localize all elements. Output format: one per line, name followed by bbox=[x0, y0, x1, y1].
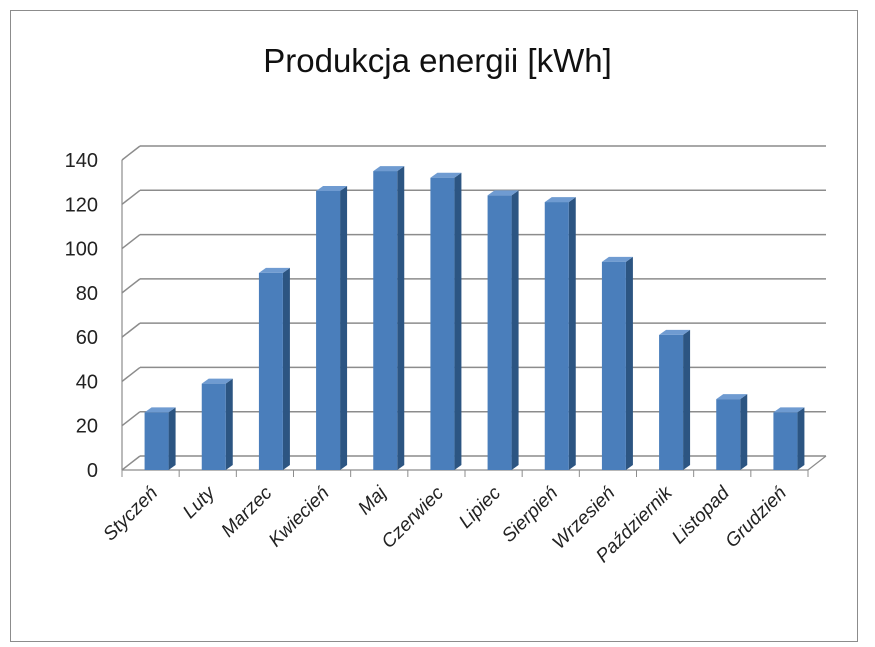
bar-front bbox=[316, 191, 341, 470]
x-tick-label: Kwiecień bbox=[265, 483, 334, 552]
gridline-depth bbox=[121, 366, 141, 383]
bar-front bbox=[373, 171, 398, 471]
bar-side bbox=[568, 197, 576, 471]
bar-front bbox=[601, 261, 626, 470]
x-tick-label: Lipiec bbox=[455, 482, 505, 532]
bar-front bbox=[430, 177, 455, 470]
y-tick-label: 0 bbox=[87, 460, 98, 482]
y-axis-ticks: 0 20 40 60 80 100 120 140 bbox=[65, 150, 98, 482]
bar-front bbox=[487, 195, 512, 470]
x-tick-label: Czerwiec bbox=[378, 482, 448, 552]
bar-top bbox=[144, 407, 176, 413]
x-tick-label: Styczeń bbox=[99, 483, 162, 546]
bar-side bbox=[225, 378, 233, 470]
chart-title: Produkcja energii [kWh] bbox=[263, 42, 612, 79]
bar-front bbox=[716, 399, 741, 470]
bar-front bbox=[773, 412, 798, 470]
y-tick-label: 80 bbox=[76, 283, 98, 305]
bar-side bbox=[740, 394, 748, 470]
bar-side bbox=[511, 190, 519, 470]
bar bbox=[544, 197, 576, 471]
bar-side bbox=[340, 186, 348, 470]
bar-side bbox=[397, 166, 405, 471]
x-tick-label: Grudzień bbox=[722, 483, 791, 552]
bar bbox=[373, 166, 405, 471]
bar bbox=[659, 329, 691, 470]
y-tick-label: 100 bbox=[65, 239, 98, 261]
bar-top bbox=[544, 197, 576, 203]
bar-side bbox=[168, 407, 176, 470]
bar-top bbox=[430, 172, 462, 178]
gridline-depth bbox=[121, 189, 141, 205]
bar bbox=[201, 378, 233, 470]
bar-front bbox=[201, 383, 226, 470]
bar-top bbox=[373, 166, 405, 172]
bar bbox=[144, 407, 176, 470]
bar bbox=[430, 172, 462, 470]
floor-edge bbox=[807, 455, 827, 471]
gridline-depth bbox=[121, 455, 141, 471]
y-tick-label: 20 bbox=[76, 416, 98, 438]
bar-top bbox=[487, 190, 519, 196]
bar-top bbox=[716, 394, 748, 400]
bar-top bbox=[201, 378, 233, 384]
y-tick-label: 40 bbox=[76, 371, 98, 393]
bar-top bbox=[773, 407, 805, 413]
bar bbox=[487, 190, 519, 470]
gridline-depth bbox=[121, 278, 141, 294]
bar-top bbox=[316, 186, 348, 191]
bar-side bbox=[625, 256, 633, 470]
bar-side bbox=[454, 172, 462, 470]
bar bbox=[316, 186, 348, 470]
bar-front bbox=[544, 202, 569, 471]
gridline-depth bbox=[121, 233, 141, 250]
bar-front bbox=[659, 334, 684, 470]
bar bbox=[773, 407, 805, 470]
x-tick-label: Luty bbox=[179, 482, 220, 523]
bar bbox=[716, 394, 748, 470]
y-tick-label: 140 bbox=[65, 150, 98, 172]
gridline-depth bbox=[121, 411, 141, 427]
bar-front bbox=[258, 272, 283, 470]
bar-side bbox=[797, 407, 805, 470]
bar-side bbox=[282, 267, 290, 470]
x-tick-label: Maj bbox=[354, 482, 391, 519]
gridline-depth bbox=[121, 322, 141, 338]
bar-top bbox=[659, 329, 691, 335]
gridline-depth bbox=[121, 145, 141, 161]
bar-front bbox=[144, 412, 169, 470]
y-tick-label: 60 bbox=[76, 327, 98, 349]
bars bbox=[144, 166, 805, 471]
bar bbox=[258, 267, 290, 470]
bar-top bbox=[601, 256, 633, 262]
bar-top bbox=[258, 267, 290, 273]
y-tick-label: 120 bbox=[65, 194, 98, 216]
bar bbox=[601, 256, 633, 470]
bar-side bbox=[683, 329, 691, 470]
gridlines bbox=[121, 145, 827, 477]
